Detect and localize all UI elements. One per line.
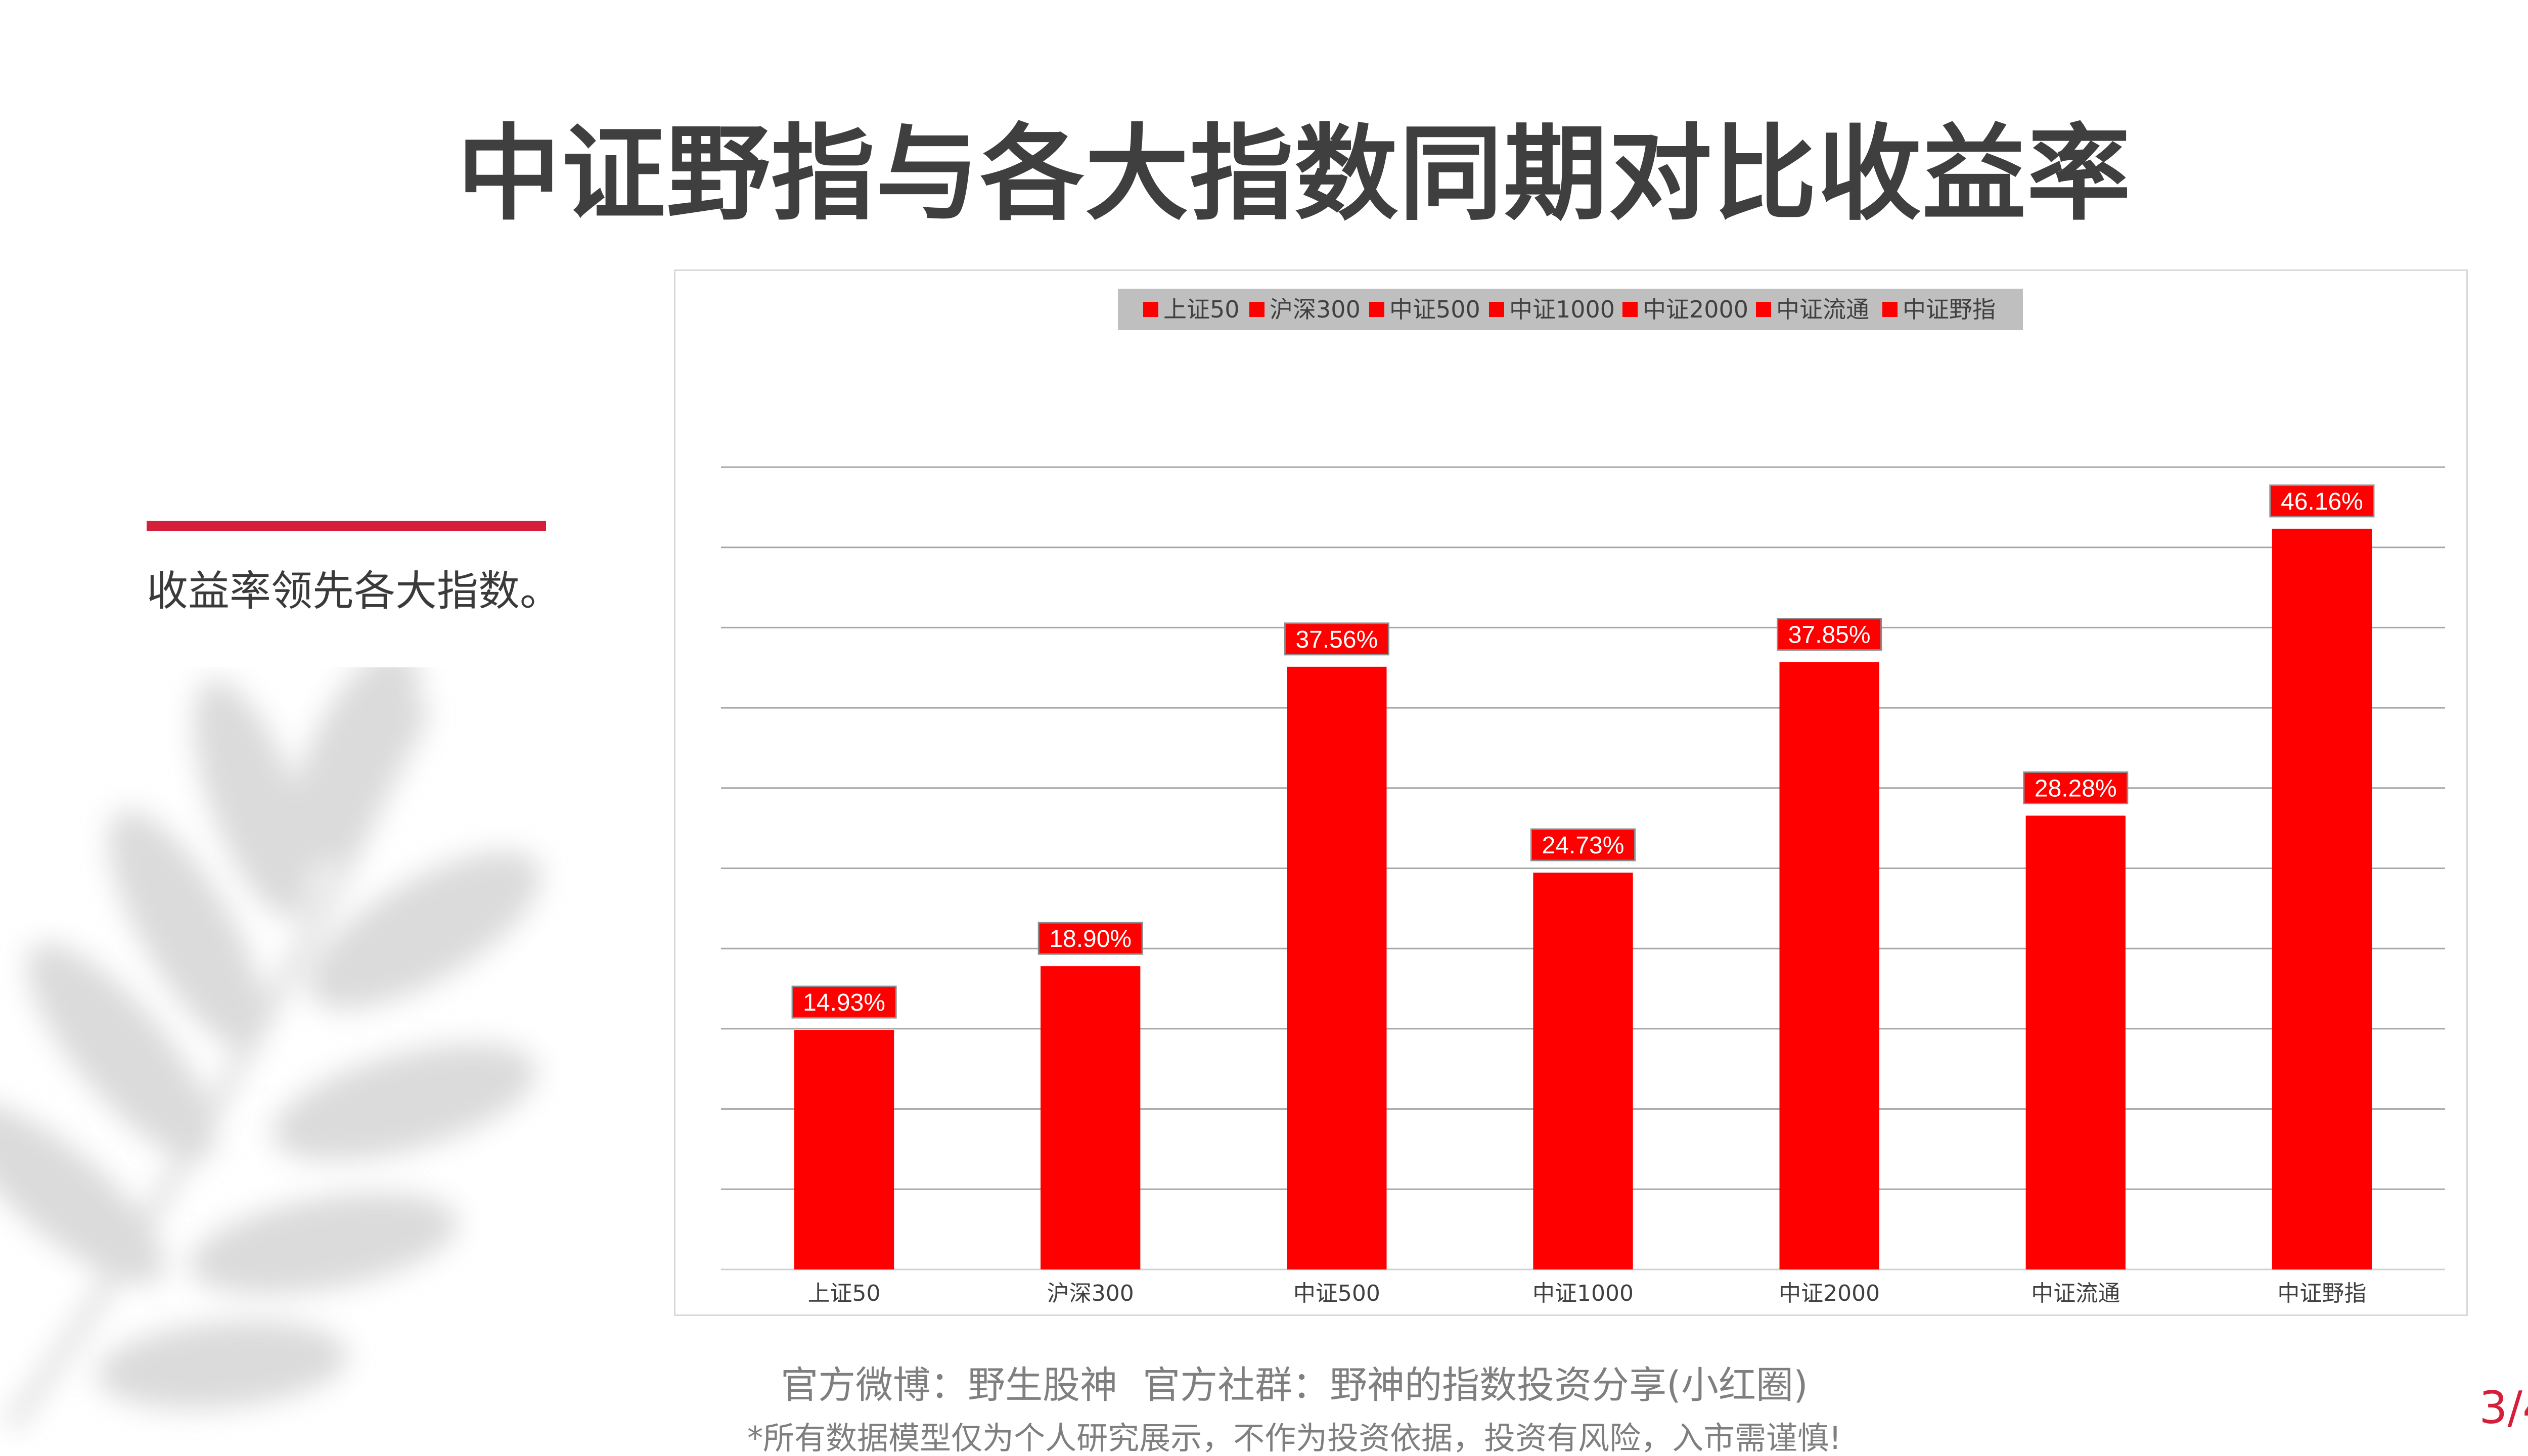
legend-label: 中证流通 xyxy=(1776,296,1869,323)
side-note: 收益率领先各大指数。 xyxy=(147,567,562,615)
footer-social: 官方微博：野生股神 官方社群：野神的指数投资分享(小红圈) xyxy=(0,1360,2528,1410)
bar xyxy=(2025,815,2126,1269)
data-label-box xyxy=(1037,922,1143,955)
chart-frame: 上证50 沪深300 中证500 中证1000 中证2000 中证流通 中证野指 14.93… xyxy=(674,269,2468,1316)
legend-swatch xyxy=(1143,302,1158,317)
legend-label: 中证500 xyxy=(1389,296,1480,323)
bar xyxy=(2272,528,2372,1269)
x-tick-label: 中证2000 xyxy=(1779,1281,1880,1306)
legend-entry: 中证1000 xyxy=(1489,296,1615,323)
data-label-text: 37.56% xyxy=(1295,626,1378,653)
data-label-text: 14.93% xyxy=(803,989,885,1016)
leaf-shadow-decoration xyxy=(0,667,541,1430)
legend-entry: 中证流通 xyxy=(1756,296,1869,323)
chart-bars xyxy=(794,528,2372,1269)
chart-legend: 上证50 沪深300 中证500 中证1000 中证2000 中证流通 中证野指 xyxy=(1118,289,2023,330)
data-label-text: 37.85% xyxy=(1788,622,1871,649)
legend-entry: 中证野指 xyxy=(1882,296,1996,323)
footer-weibo: 官方微博：野生股神 xyxy=(781,1363,1118,1407)
legend-label: 沪深300 xyxy=(1270,296,1361,323)
x-tick-label: 中证野指 xyxy=(2277,1281,2366,1306)
legend-entry: 沪深300 xyxy=(1249,296,1361,323)
chart-x-axis-labels: 上证50 沪深300 中证500 中证1000 中证2000 中证流通 中证野指 xyxy=(808,1281,2367,1306)
bar xyxy=(1533,873,1633,1269)
data-label-box xyxy=(791,985,897,1019)
data-label-box xyxy=(1777,618,1882,651)
bar-chart: 上证50 沪深300 中证500 中证1000 中证2000 中证流通 中证野指 14.93… xyxy=(721,289,2445,1306)
x-tick-label: 中证1000 xyxy=(1532,1281,1634,1306)
legend-swatch xyxy=(1622,302,1638,317)
x-tick-label: 中证流通 xyxy=(2031,1281,2120,1306)
legend-entry: 中证500 xyxy=(1369,296,1480,323)
legend-label: 中证1000 xyxy=(1509,296,1615,323)
x-tick-label: 中证500 xyxy=(1293,1281,1380,1306)
data-label: 14.93% xyxy=(791,985,897,1019)
page-title: 中证野指与各大指数同期对比收益率 xyxy=(457,114,2132,235)
data-label-text: 18.90% xyxy=(1049,926,1132,952)
legend-swatch xyxy=(1489,302,1504,317)
x-tick-label: 上证50 xyxy=(808,1281,881,1306)
legend-swatch xyxy=(1882,302,1898,317)
legend-swatch xyxy=(1249,302,1265,317)
data-label-box xyxy=(1530,828,1636,861)
data-label: 37.85% xyxy=(1777,618,1882,651)
legend-label: 上证50 xyxy=(1163,296,1240,323)
footer-disclaimer: *所有数据模型仅为个人研究展示，不作为投资依据，投资有风险，入市需谨慎! xyxy=(747,1420,1841,1456)
data-label-text: 46.16% xyxy=(2281,488,2363,515)
data-label-box xyxy=(2269,484,2375,518)
chart-data-labels: 14.93% 18.90% 37.56% 24.73% 37.85% 28.28% 46.1… xyxy=(791,484,2375,1019)
page-number: 3/4 xyxy=(2479,1382,2528,1434)
data-label: 37.56% xyxy=(1284,622,1389,656)
data-label: 18.90% xyxy=(1037,922,1143,955)
data-label-text: 28.28% xyxy=(2035,775,2117,802)
legend-swatch xyxy=(1369,302,1384,317)
data-label-box xyxy=(2023,771,2129,804)
data-label: 28.28% xyxy=(2023,771,2129,804)
bar xyxy=(1779,662,1879,1269)
x-tick-label: 沪深300 xyxy=(1047,1281,1134,1306)
legend-entry: 上证50 xyxy=(1143,296,1240,323)
data-label-box xyxy=(1284,622,1389,656)
data-label: 46.16% xyxy=(2269,484,2375,518)
data-label-text: 24.73% xyxy=(1542,832,1624,859)
footer-group: 官方社群：野神的指数投资分享(小红圈) xyxy=(1143,1363,1808,1407)
legend-label: 中证野指 xyxy=(1903,296,1996,323)
bar xyxy=(1041,966,1141,1269)
legend-swatch xyxy=(1756,302,1771,317)
legend-label: 中证2000 xyxy=(1643,296,1748,323)
data-label: 24.73% xyxy=(1530,828,1636,861)
legend-background xyxy=(1118,289,2023,330)
bar xyxy=(1287,666,1387,1269)
legend-entry: 中证2000 xyxy=(1622,296,1748,323)
accent-bar xyxy=(147,521,546,531)
bar xyxy=(794,1030,894,1269)
